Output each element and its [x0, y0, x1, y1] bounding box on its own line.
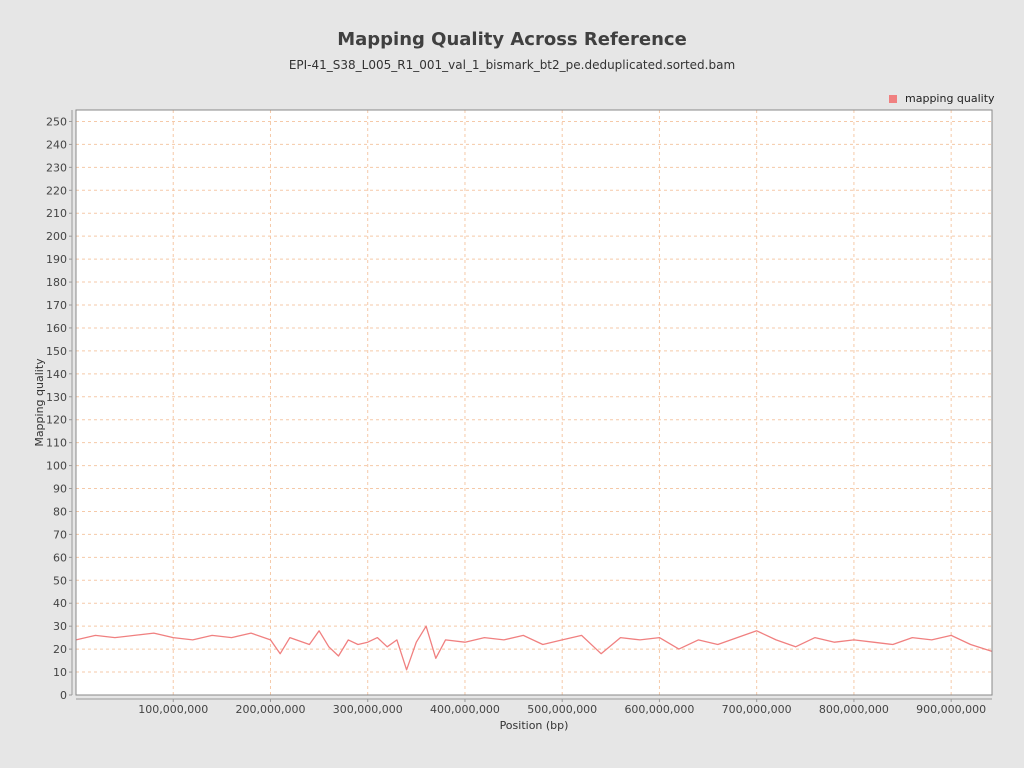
- y-tick-label: 10: [53, 666, 67, 679]
- x-tick-label: 300,000,000: [333, 703, 403, 716]
- series-layer: [75, 625, 993, 671]
- y-tick-label: 0: [60, 689, 67, 702]
- x-tick-label: 700,000,000: [722, 703, 792, 716]
- y-tick-label: 230: [46, 161, 67, 174]
- x-tick-label: 400,000,000: [430, 703, 500, 716]
- y-tick-label: 50: [53, 574, 67, 587]
- legend: mapping quality: [889, 92, 995, 105]
- y-tick-label: 170: [46, 299, 67, 312]
- chart-subtitle: EPI-41_S38_L005_R1_001_val_1_bismark_bt2…: [288, 58, 736, 72]
- x-tick-label: 200,000,000: [235, 703, 305, 716]
- x-tick-label: 900,000,000: [916, 703, 986, 716]
- y-tick-label: 130: [46, 391, 67, 404]
- chart-title: Mapping Quality Across Reference: [337, 29, 687, 50]
- y-tick-label: 120: [46, 414, 67, 427]
- y-tick-label: 180: [46, 276, 67, 289]
- y-axis: 0 10 20 30 40 50 60 70 80 90 100 110 120 130 140 150 160…: [46, 110, 73, 702]
- y-tick-label: 90: [53, 483, 67, 496]
- y-tick-label: 60: [53, 551, 67, 564]
- x-tick-label: 500,000,000: [527, 703, 597, 716]
- x-axis-label: Position (bp): [500, 719, 569, 732]
- y-tick-label: 140: [46, 368, 67, 381]
- y-tick-label: 240: [46, 138, 67, 151]
- y-tick-label: 40: [53, 597, 67, 610]
- y-tick-label: 190: [46, 253, 67, 266]
- y-tick-label: 150: [46, 345, 67, 358]
- y-tick-label: 80: [53, 505, 67, 518]
- y-tick-label: 220: [46, 184, 67, 197]
- y-tick-label: 250: [46, 115, 67, 128]
- x-tick-label: 800,000,000: [819, 703, 889, 716]
- x-axis: 100,000,000 200,000,000 300,000,000 400,000…: [76, 698, 992, 716]
- grid-lines: [76, 110, 992, 695]
- y-tick-label: 70: [53, 528, 67, 541]
- legend-swatch: [889, 94, 897, 103]
- series-line: [75, 625, 993, 671]
- y-tick-label: 20: [53, 643, 67, 656]
- y-tick-label: 110: [46, 437, 67, 450]
- legend-label: mapping quality: [905, 92, 995, 105]
- y-tick-label: 200: [46, 230, 67, 243]
- plot-border: [75, 109, 993, 696]
- y-tick-label: 100: [46, 460, 67, 473]
- y-tick-label: 160: [46, 322, 67, 335]
- x-tick-label: 600,000,000: [624, 703, 694, 716]
- x-tick-label: 100,000,000: [138, 703, 208, 716]
- plot-area: [76, 110, 992, 695]
- y-tick-label: 210: [46, 207, 67, 220]
- y-axis-label: Mapping quality: [33, 358, 46, 447]
- y-tick-label: 30: [53, 620, 67, 633]
